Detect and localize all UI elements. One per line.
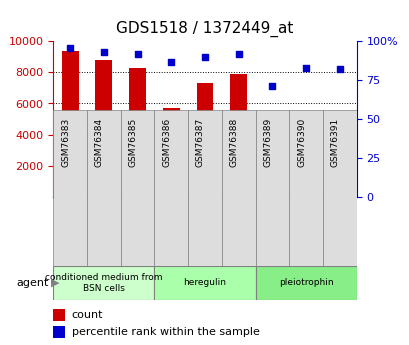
Point: [302, 65, 309, 71]
Bar: [230, 74, 247, 197]
Text: conditioned medium from
BSN cells: conditioned medium from BSN cells: [45, 273, 162, 293]
FancyBboxPatch shape: [53, 110, 87, 266]
Bar: [95, 60, 112, 197]
Bar: [297, 134, 314, 197]
Point: [67, 45, 73, 50]
Text: agent: agent: [17, 278, 49, 288]
Bar: [129, 68, 146, 197]
FancyBboxPatch shape: [120, 110, 154, 266]
Point: [235, 51, 241, 57]
Text: count: count: [71, 310, 103, 319]
Text: GSM76386: GSM76386: [162, 118, 171, 167]
Text: GSM76390: GSM76390: [297, 118, 306, 167]
Text: GSM76384: GSM76384: [94, 118, 103, 167]
FancyBboxPatch shape: [255, 110, 289, 266]
Point: [168, 59, 174, 64]
Point: [134, 51, 141, 57]
Text: GSM76383: GSM76383: [61, 118, 70, 167]
Bar: [53, 309, 65, 321]
Text: GDS1518 / 1372449_at: GDS1518 / 1372449_at: [116, 21, 293, 37]
Point: [201, 54, 208, 60]
Bar: [62, 51, 79, 197]
Text: ▶: ▶: [51, 278, 60, 288]
Bar: [263, 156, 280, 197]
Text: GSM76391: GSM76391: [330, 118, 339, 167]
FancyBboxPatch shape: [221, 110, 255, 266]
Text: GSM76385: GSM76385: [128, 118, 137, 167]
FancyBboxPatch shape: [255, 266, 356, 300]
FancyBboxPatch shape: [154, 110, 188, 266]
FancyBboxPatch shape: [53, 266, 154, 300]
Text: GSM76389: GSM76389: [263, 118, 272, 167]
FancyBboxPatch shape: [188, 110, 221, 266]
Point: [100, 49, 107, 55]
Text: GSM76387: GSM76387: [196, 118, 204, 167]
Text: percentile rank within the sample: percentile rank within the sample: [71, 327, 259, 337]
Text: heregulin: heregulin: [183, 278, 226, 287]
Bar: [162, 108, 179, 197]
FancyBboxPatch shape: [322, 110, 356, 266]
Bar: [53, 326, 65, 338]
FancyBboxPatch shape: [289, 110, 322, 266]
Point: [336, 67, 342, 72]
Bar: [196, 83, 213, 197]
Point: [268, 84, 275, 89]
Text: pleiotrophin: pleiotrophin: [278, 278, 333, 287]
FancyBboxPatch shape: [154, 266, 255, 300]
Bar: [330, 138, 347, 197]
FancyBboxPatch shape: [87, 110, 120, 266]
Text: GSM76388: GSM76388: [229, 118, 238, 167]
